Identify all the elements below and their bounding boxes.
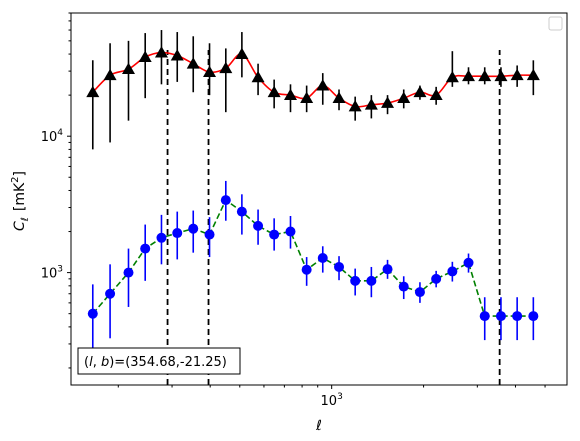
circle-point-1-17 <box>366 275 377 286</box>
y-axis-label-unit-sup: 2 <box>10 176 21 182</box>
annotation-box <box>77 347 241 375</box>
legend-box <box>548 16 563 31</box>
circle-point-1-10 <box>253 220 264 231</box>
circle-point-1-16 <box>350 275 361 286</box>
x-axis-label: ℓ <box>315 418 322 434</box>
circle-point-1-8 <box>220 195 231 206</box>
triangle-point-0-4 <box>154 46 168 58</box>
triangle-point-0-23 <box>462 69 476 82</box>
triangle-point-0-16 <box>348 100 362 112</box>
triangle-point-0-2 <box>121 62 135 75</box>
circle-point-1-22 <box>447 266 458 277</box>
circle-point-1-9 <box>236 206 247 217</box>
circle-point-1-13 <box>301 264 312 275</box>
circle-point-1-24 <box>479 311 490 322</box>
triangle-point-0-14 <box>316 79 330 91</box>
triangle-point-0-0 <box>86 85 100 98</box>
triangle-point-0-22 <box>445 70 459 83</box>
triangle-point-0-11 <box>267 85 281 98</box>
circle-point-1-15 <box>334 261 345 272</box>
circle-point-1-27 <box>528 311 539 322</box>
circle-point-1-12 <box>285 226 296 237</box>
annotation-text: (l, b)=(354.68,-21.25) <box>84 355 227 370</box>
triangle-point-0-27 <box>526 68 540 81</box>
triangle-point-0-24 <box>478 69 492 82</box>
circle-point-1-23 <box>463 257 474 268</box>
triangle-point-0-1 <box>103 68 117 81</box>
series-layer <box>86 30 540 353</box>
triangle-point-0-18 <box>381 96 395 108</box>
triangle-point-0-10 <box>251 70 265 83</box>
series-0 <box>86 30 540 150</box>
axis-ticks: 103 103 104 <box>41 12 546 409</box>
triangle-point-0-12 <box>283 88 297 101</box>
y-tick-label-1: 104 <box>41 128 64 145</box>
legend <box>548 16 563 31</box>
triangle-point-0-13 <box>300 91 314 104</box>
circle-point-1-11 <box>269 229 280 240</box>
circle-point-1-14 <box>317 252 328 263</box>
circle-point-1-7 <box>204 229 215 240</box>
triangle-point-0-7 <box>203 65 217 77</box>
triangle-point-0-20 <box>413 85 427 98</box>
y-axis-label-subscript: ℓ <box>20 217 31 221</box>
series-1 <box>87 180 539 353</box>
circle-point-1-20 <box>414 287 425 298</box>
plot-frame <box>70 12 568 386</box>
y-axis-label-unit-end: ] <box>12 171 28 176</box>
circle-point-1-4 <box>156 232 167 243</box>
y-axis-label: Cℓ [mK2] <box>10 171 31 231</box>
x-tick-label-0: 103 <box>321 392 343 409</box>
triangle-point-0-17 <box>364 98 378 110</box>
series-line-1 <box>92 198 534 317</box>
triangle-point-0-9 <box>235 47 249 59</box>
triangle-point-0-26 <box>510 68 524 81</box>
triangle-point-0-8 <box>219 61 233 74</box>
circle-point-1-21 <box>431 273 442 284</box>
y-axis-label-symbol: C <box>12 221 28 231</box>
triangle-point-0-5 <box>170 49 184 61</box>
circle-point-1-18 <box>382 264 393 275</box>
y-tick-label-0: 103 <box>41 265 63 282</box>
series-line-0 <box>92 51 534 108</box>
triangle-point-0-3 <box>138 50 152 62</box>
triangle-point-0-25 <box>494 69 508 82</box>
circle-point-1-3 <box>140 243 151 254</box>
reference-lines <box>166 50 501 385</box>
triangle-point-0-15 <box>332 91 346 104</box>
circle-point-1-6 <box>188 223 199 234</box>
triangle-point-0-21 <box>429 88 443 101</box>
triangle-point-0-6 <box>186 57 200 69</box>
circle-point-1-26 <box>512 311 523 322</box>
circle-point-1-0 <box>87 308 98 319</box>
circle-point-1-19 <box>398 281 409 292</box>
circle-point-1-2 <box>123 267 134 278</box>
triangle-point-0-19 <box>397 91 411 104</box>
annotation: (l, b)=(354.68,-21.25) <box>77 347 241 375</box>
y-axis-label-unit: [mK <box>12 182 28 211</box>
circle-point-1-25 <box>495 311 506 322</box>
circle-point-1-5 <box>172 228 183 239</box>
circle-point-1-1 <box>105 288 116 299</box>
